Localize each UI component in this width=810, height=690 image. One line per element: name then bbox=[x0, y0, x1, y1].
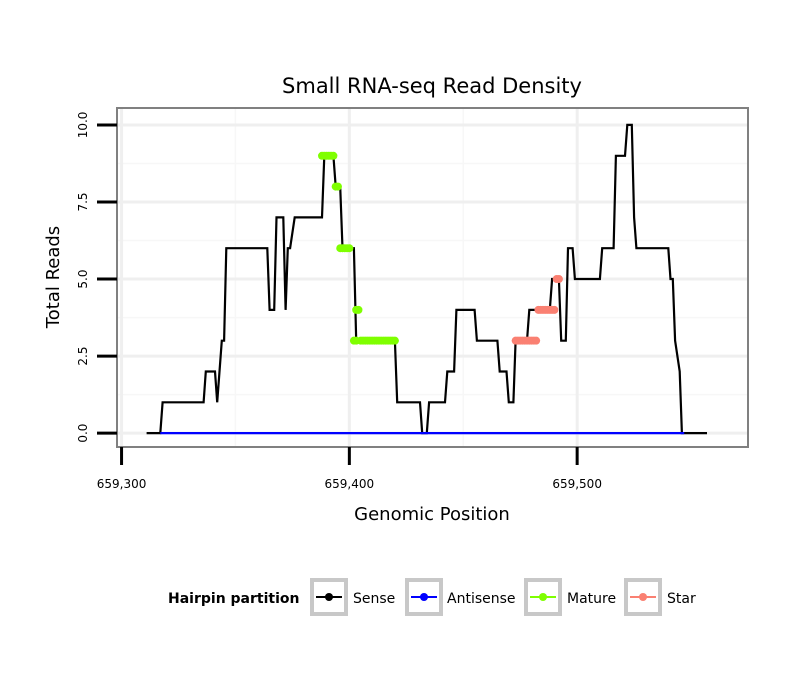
point-star bbox=[554, 275, 563, 284]
x-tick-label: 659,400 bbox=[325, 477, 375, 491]
point-star bbox=[550, 305, 559, 314]
y-axis: 0.0 2.5 5.0 7.5 10.0 bbox=[76, 112, 117, 443]
x-axis: 659,300 659,400 659,500 bbox=[97, 447, 602, 491]
y-tick-label: 0.0 bbox=[76, 424, 90, 443]
x-tick-label: 659,500 bbox=[552, 477, 602, 491]
x-axis-title: Genomic Position bbox=[354, 504, 510, 525]
panel-border bbox=[116, 107, 749, 448]
legend-key-point bbox=[325, 593, 333, 601]
point-star bbox=[532, 336, 541, 345]
legend-item-mature: Mature bbox=[524, 578, 616, 616]
legend-item-sense: Sense bbox=[310, 578, 395, 616]
legend-key-point bbox=[420, 593, 428, 601]
legend-key-point bbox=[539, 593, 547, 601]
legend-key-point bbox=[639, 593, 647, 601]
x-tick-label: 659,300 bbox=[97, 477, 147, 491]
y-axis-title: Total Reads bbox=[43, 226, 64, 329]
plot-panel bbox=[116, 107, 749, 448]
y-tick-label: 7.5 bbox=[76, 192, 90, 211]
point-mature bbox=[329, 151, 338, 160]
legend-item-antisense: Antisense bbox=[405, 578, 516, 616]
legend-item-star: Star bbox=[624, 578, 696, 616]
legend-title: Hairpin partition bbox=[168, 591, 299, 607]
legend-label-mature: Mature bbox=[567, 591, 616, 607]
y-tick-label: 2.5 bbox=[76, 347, 90, 366]
point-mature bbox=[345, 244, 354, 253]
legend-label-sense: Sense bbox=[353, 591, 395, 607]
legend-label-star: Star bbox=[667, 591, 696, 607]
legend: Hairpin partition Sense Antisense Mature St… bbox=[168, 578, 696, 616]
point-mature bbox=[333, 182, 342, 191]
point-mature bbox=[354, 305, 363, 314]
series-layer bbox=[146, 123, 707, 435]
point-mature bbox=[390, 336, 399, 345]
y-tick-label: 10.0 bbox=[76, 112, 90, 139]
y-tick-label: 5.0 bbox=[76, 269, 90, 288]
legend-label-antisense: Antisense bbox=[447, 591, 516, 607]
chart-title: Small RNA-seq Read Density bbox=[282, 74, 582, 98]
series-sense-line bbox=[146, 123, 707, 435]
